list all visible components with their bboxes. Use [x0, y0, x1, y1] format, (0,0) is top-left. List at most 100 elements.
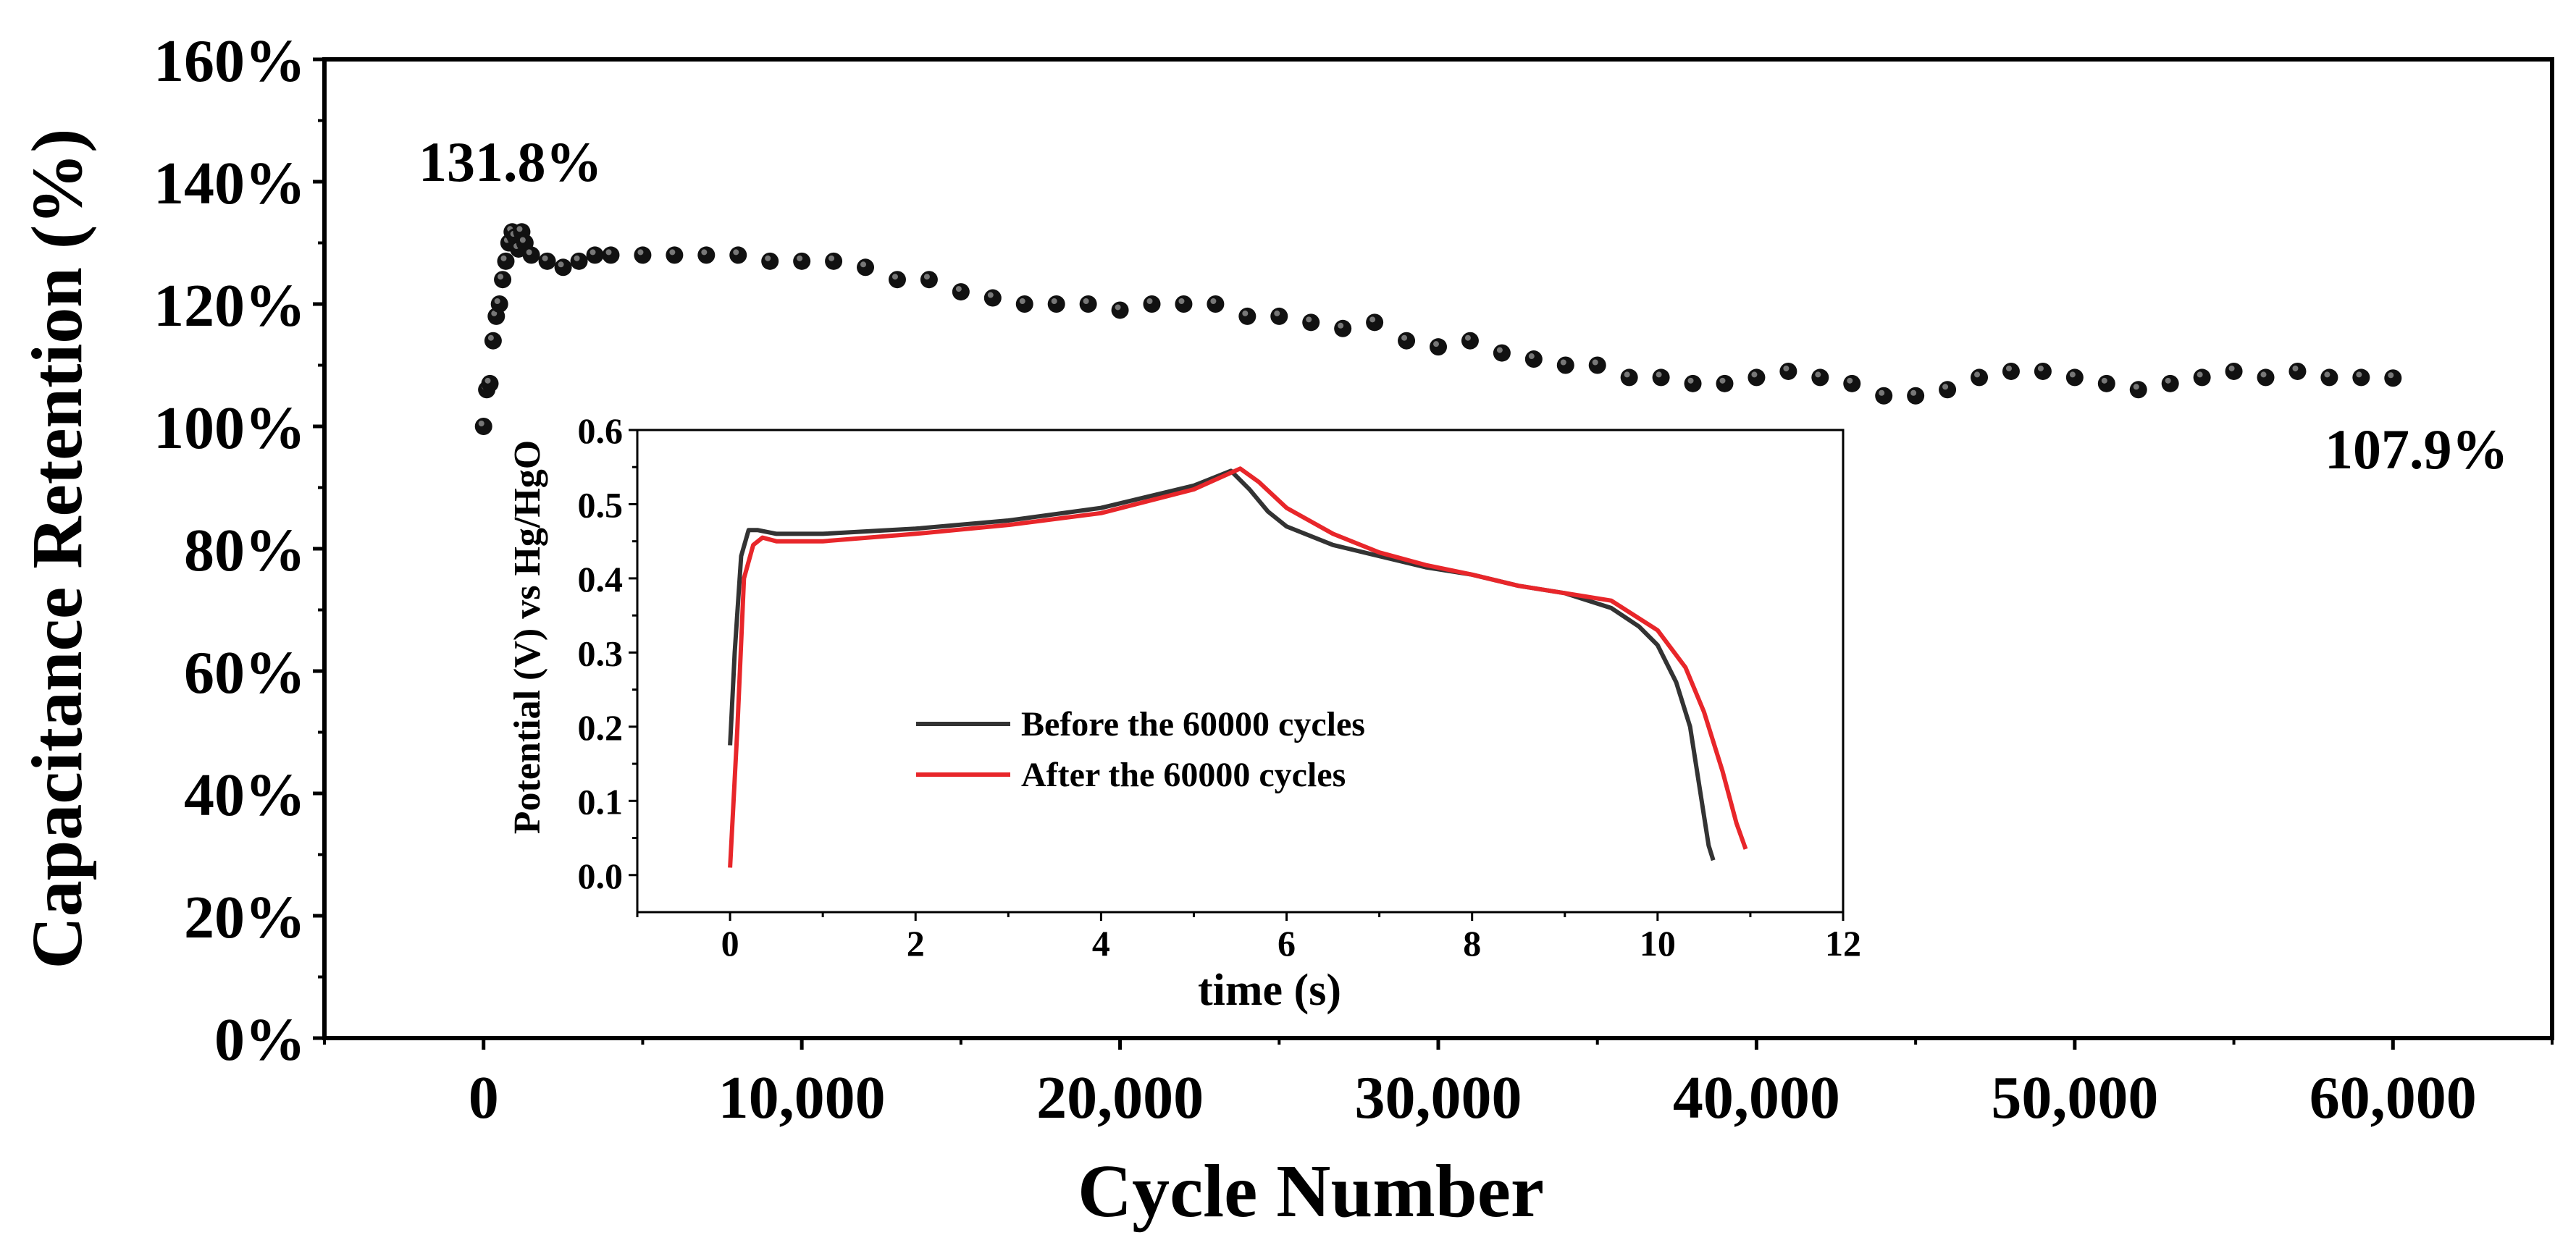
main-y-tick-label: 160%: [154, 28, 306, 95]
retention-point: [1525, 350, 1543, 368]
retention-point-highlight: [1688, 378, 1694, 384]
retention-point-highlight: [1656, 371, 1662, 377]
annotation-final-retention: 107.9%: [2325, 418, 2509, 481]
main-y-tick-label: 40%: [184, 762, 306, 829]
retention-point-highlight: [574, 256, 580, 261]
retention-point-highlight: [1783, 366, 1789, 371]
retention-point-highlight: [495, 298, 500, 304]
retention-point-highlight: [500, 256, 506, 261]
main-y-tick-label: 140%: [154, 150, 306, 217]
inset-x-tick-label: 12: [1825, 923, 1861, 964]
retention-point: [920, 271, 938, 288]
retention-point-highlight: [1815, 371, 1821, 377]
retention-point-highlight: [520, 237, 526, 243]
retention-point-highlight: [2006, 366, 2012, 371]
retention-point-highlight: [2229, 366, 2235, 371]
inset-y-tick-label: 0.0: [578, 856, 624, 896]
retention-point: [666, 246, 683, 264]
retention-point-highlight: [1147, 298, 1153, 304]
retention-point-highlight: [1306, 316, 1312, 322]
retention-point: [1843, 375, 1860, 392]
retention-point-highlight: [1847, 378, 1853, 384]
retention-point: [1461, 332, 1479, 350]
inset-x-tick-label: 6: [1277, 923, 1296, 964]
retention-point-highlight: [765, 256, 771, 261]
main-x-tick-label: 40,000: [1673, 1064, 1840, 1131]
retention-point: [602, 246, 619, 264]
inset-x-tick-label: 4: [1092, 923, 1110, 964]
retention-point-highlight: [2165, 378, 2171, 384]
legend-label-before: Before the 60000 cycles: [1021, 705, 1365, 743]
retention-point: [1779, 363, 1797, 380]
retention-point-highlight: [1274, 311, 1280, 316]
retention-point: [1334, 320, 1351, 337]
retention-point-highlight: [2197, 371, 2203, 377]
retention-point: [634, 246, 651, 264]
retention-point-highlight: [1974, 371, 1980, 377]
inset-x-tick-label: 8: [1463, 923, 1481, 964]
inset-plot-frame: [637, 430, 1843, 912]
retention-point-highlight: [701, 249, 707, 255]
main-x-tick-label: 60,000: [2309, 1064, 2477, 1131]
retention-point: [2098, 375, 2115, 392]
retention-point-highlight: [2038, 366, 2044, 371]
retention-point-highlight: [2070, 371, 2076, 377]
retention-point: [1238, 308, 1256, 325]
main-y-tick-label: 60%: [184, 639, 306, 707]
retention-point: [484, 332, 502, 350]
retention-point: [889, 271, 906, 288]
retention-point-highlight: [1751, 371, 1757, 377]
retention-point: [1144, 295, 1161, 313]
retention-point: [729, 246, 747, 264]
inset-x-tick-label: 2: [907, 923, 925, 964]
retention-point-highlight: [2134, 384, 2139, 389]
figure: 0%20%40%60%80%100%120%140%160% 0 10,000 20…: [0, 0, 2576, 1256]
retention-point: [1016, 295, 1033, 313]
retention-point: [1207, 295, 1224, 313]
retention-point: [587, 246, 604, 264]
retention-point-highlight: [1115, 304, 1121, 310]
retention-point: [984, 290, 1002, 307]
retention-point-highlight: [2388, 372, 2394, 378]
retention-point: [1175, 295, 1192, 313]
retention-point: [857, 258, 874, 276]
retention-point: [1621, 368, 1638, 386]
retention-point: [475, 418, 492, 435]
retention-point-highlight: [2292, 366, 2298, 371]
retention-point-highlight: [1178, 298, 1184, 304]
inset-y-tick-label: 0.5: [578, 484, 624, 525]
retention-point: [1557, 357, 1574, 374]
retention-point-highlight: [669, 249, 675, 255]
retention-point: [1302, 313, 1320, 331]
retention-point-highlight: [860, 261, 866, 267]
retention-point-highlight: [1465, 335, 1471, 341]
retention-point-highlight: [498, 274, 503, 279]
retention-point-highlight: [2102, 378, 2107, 384]
inset-x-axis-label: time (s): [1198, 966, 1341, 1015]
retention-point: [2320, 368, 2338, 386]
main-x-tick-label: 20,000: [1036, 1064, 1204, 1131]
retention-point: [761, 253, 779, 270]
main-y-axis-label: Capacitance Retention (%): [17, 129, 97, 969]
retention-point: [1080, 295, 1097, 313]
inset-x-tick-label: 10: [1640, 923, 1676, 964]
retention-point-highlight: [988, 292, 994, 298]
retention-point: [1907, 387, 1924, 405]
retention-point-highlight: [488, 335, 494, 341]
retention-point: [2288, 363, 2306, 380]
retention-point: [1398, 332, 1415, 350]
inset-x-tick-label: 0: [721, 923, 739, 964]
retention-point-highlight: [1369, 316, 1375, 322]
retention-point-highlight: [1624, 371, 1630, 377]
retention-point: [1653, 368, 1670, 386]
retention-point: [555, 258, 572, 276]
retention-point: [1270, 308, 1288, 325]
retention-point: [523, 246, 540, 264]
inset-y-tick-label: 0.1: [578, 781, 624, 822]
retention-point-highlight: [1561, 360, 1566, 366]
retention-point-highlight: [2324, 371, 2330, 377]
retention-point: [491, 295, 508, 313]
main-x-axis-label: Cycle Number: [1078, 1150, 1544, 1233]
retention-point-highlight: [479, 421, 484, 426]
retention-point-highlight: [1433, 341, 1439, 347]
